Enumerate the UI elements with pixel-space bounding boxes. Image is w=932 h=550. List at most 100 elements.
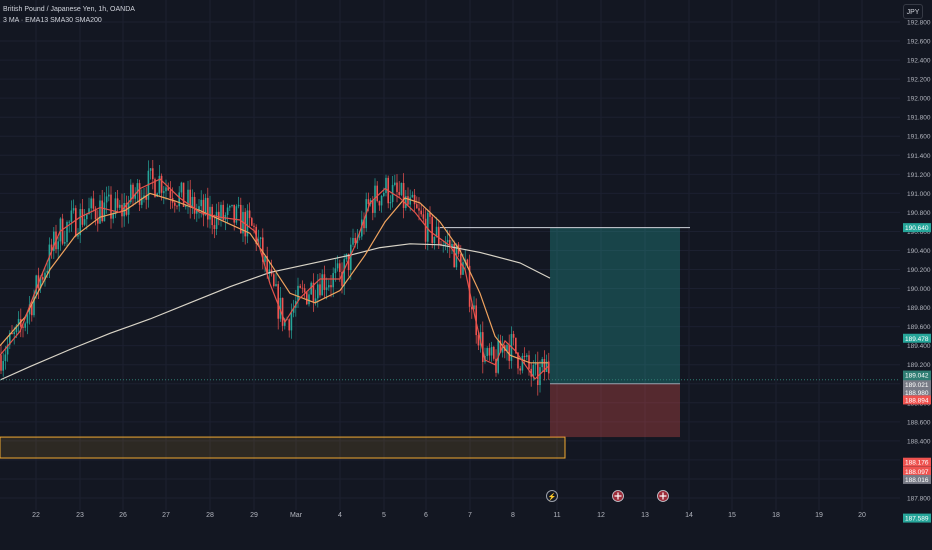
price-label-text: 189.478 (905, 336, 929, 343)
candle-body (83, 219, 86, 225)
candle-body (339, 263, 341, 272)
candle-body (233, 204, 235, 223)
price-label-tag: 188.176 (903, 457, 931, 467)
time-tick-label: 19 (815, 512, 823, 519)
candle-body (264, 256, 266, 262)
candle-body (94, 208, 97, 219)
candle-body (290, 312, 293, 331)
profit-zone[interactable] (550, 227, 680, 384)
price-tick-label: 192.000 (907, 96, 931, 103)
time-tick-label: Mar (290, 512, 303, 519)
candle-body (136, 183, 139, 194)
candle-body (202, 199, 205, 216)
candle-body (495, 358, 497, 373)
candle-body (363, 219, 365, 229)
candle-body (235, 206, 238, 223)
currency-button[interactable]: JPY (903, 4, 923, 19)
price-tick-label: 189.400 (907, 343, 931, 350)
candle-body (317, 284, 319, 299)
candle-body (523, 355, 526, 357)
candle-body (323, 274, 326, 290)
support-zone-box (0, 436, 566, 459)
time-tick-label: 20 (858, 512, 866, 519)
time-tick-label: 23 (76, 512, 84, 519)
ma-line-ema13 (0, 178, 549, 380)
candle-body (198, 206, 200, 211)
candle-body (292, 307, 295, 313)
event-markers: ⚡ (546, 490, 669, 502)
candle-body (9, 332, 11, 345)
candle-body (134, 193, 136, 199)
price-label-tag: 188.016 (903, 474, 931, 484)
candle-body (435, 226, 438, 237)
time-tick-label: 26 (119, 512, 127, 519)
candle-body (499, 340, 502, 353)
candle-body (110, 194, 112, 219)
candle-body (385, 177, 387, 193)
candle-body (108, 194, 110, 197)
price-label-text: 190.640 (905, 225, 929, 232)
candle-body (6, 344, 9, 355)
candle-body (90, 198, 92, 209)
price-tick-label: 191.800 (907, 115, 931, 122)
price-label-tag: 189.042 (903, 370, 931, 380)
price-label-tag: 189.478 (903, 333, 931, 343)
candle-body (537, 362, 539, 386)
symbol-title: British Pound / Japanese Yen, 1h, OANDA (3, 6, 135, 13)
price-label-bg (903, 457, 931, 467)
candle-body (471, 306, 473, 310)
candle-body (207, 197, 209, 220)
time-tick-label: 12 (597, 512, 605, 519)
long-position-tool[interactable] (440, 227, 690, 438)
price-tick-label: 190.200 (907, 267, 931, 274)
candle-body (119, 204, 121, 208)
time-axis[interactable]: 22 23 26 27 28 29 Mar 4 5 6 7 8 11 12 13 14 15 18 19 20 (32, 512, 866, 519)
candle-body (319, 284, 321, 296)
candle-body (4, 354, 7, 362)
candle-body (389, 202, 392, 204)
candle-body (405, 196, 407, 208)
price-tick-label: 190.000 (907, 286, 931, 293)
candle-body (446, 239, 449, 243)
candle-body (341, 271, 343, 286)
candle-body (330, 285, 332, 288)
candle-body (99, 200, 101, 224)
candle-body (114, 198, 117, 215)
candle-body (321, 274, 323, 296)
candle-body (418, 208, 420, 211)
candle-body (68, 221, 70, 223)
loss-zone[interactable] (550, 383, 680, 438)
candle-body (512, 334, 515, 338)
candle-body (299, 285, 301, 288)
candle-body (81, 209, 84, 225)
price-tick-label: 191.600 (907, 134, 931, 141)
candle-body (226, 207, 229, 215)
candle-body (521, 355, 524, 371)
candle-body (273, 274, 275, 287)
candle-body (158, 175, 161, 194)
candle-body (268, 269, 271, 274)
candle-body (519, 368, 521, 371)
price-label-tag: 187.589 (903, 513, 931, 523)
lightning-event-icon: ⚡ (546, 490, 558, 502)
candle-body (75, 208, 77, 237)
price-label-text: 188.894 (905, 397, 929, 404)
candle-body (240, 204, 242, 234)
candle-body (433, 236, 436, 244)
candle-body (86, 214, 88, 220)
price-label-bg (903, 370, 931, 380)
candle-body (394, 182, 396, 185)
candle-body (70, 210, 73, 222)
candle-body (176, 205, 178, 207)
price-axis[interactable]: 192.800 192.600 192.400 192.200 192.000 191.8… (900, 0, 932, 550)
candle-body (281, 297, 284, 326)
candle-body (383, 192, 385, 196)
candle-body (101, 200, 103, 222)
candle-body (407, 196, 409, 205)
price-tick-label: 188.400 (907, 438, 931, 445)
candle-body (64, 242, 66, 244)
candle-body (378, 201, 381, 206)
price-label-bg (903, 333, 931, 343)
price-tick-label: 187.800 (907, 496, 931, 503)
